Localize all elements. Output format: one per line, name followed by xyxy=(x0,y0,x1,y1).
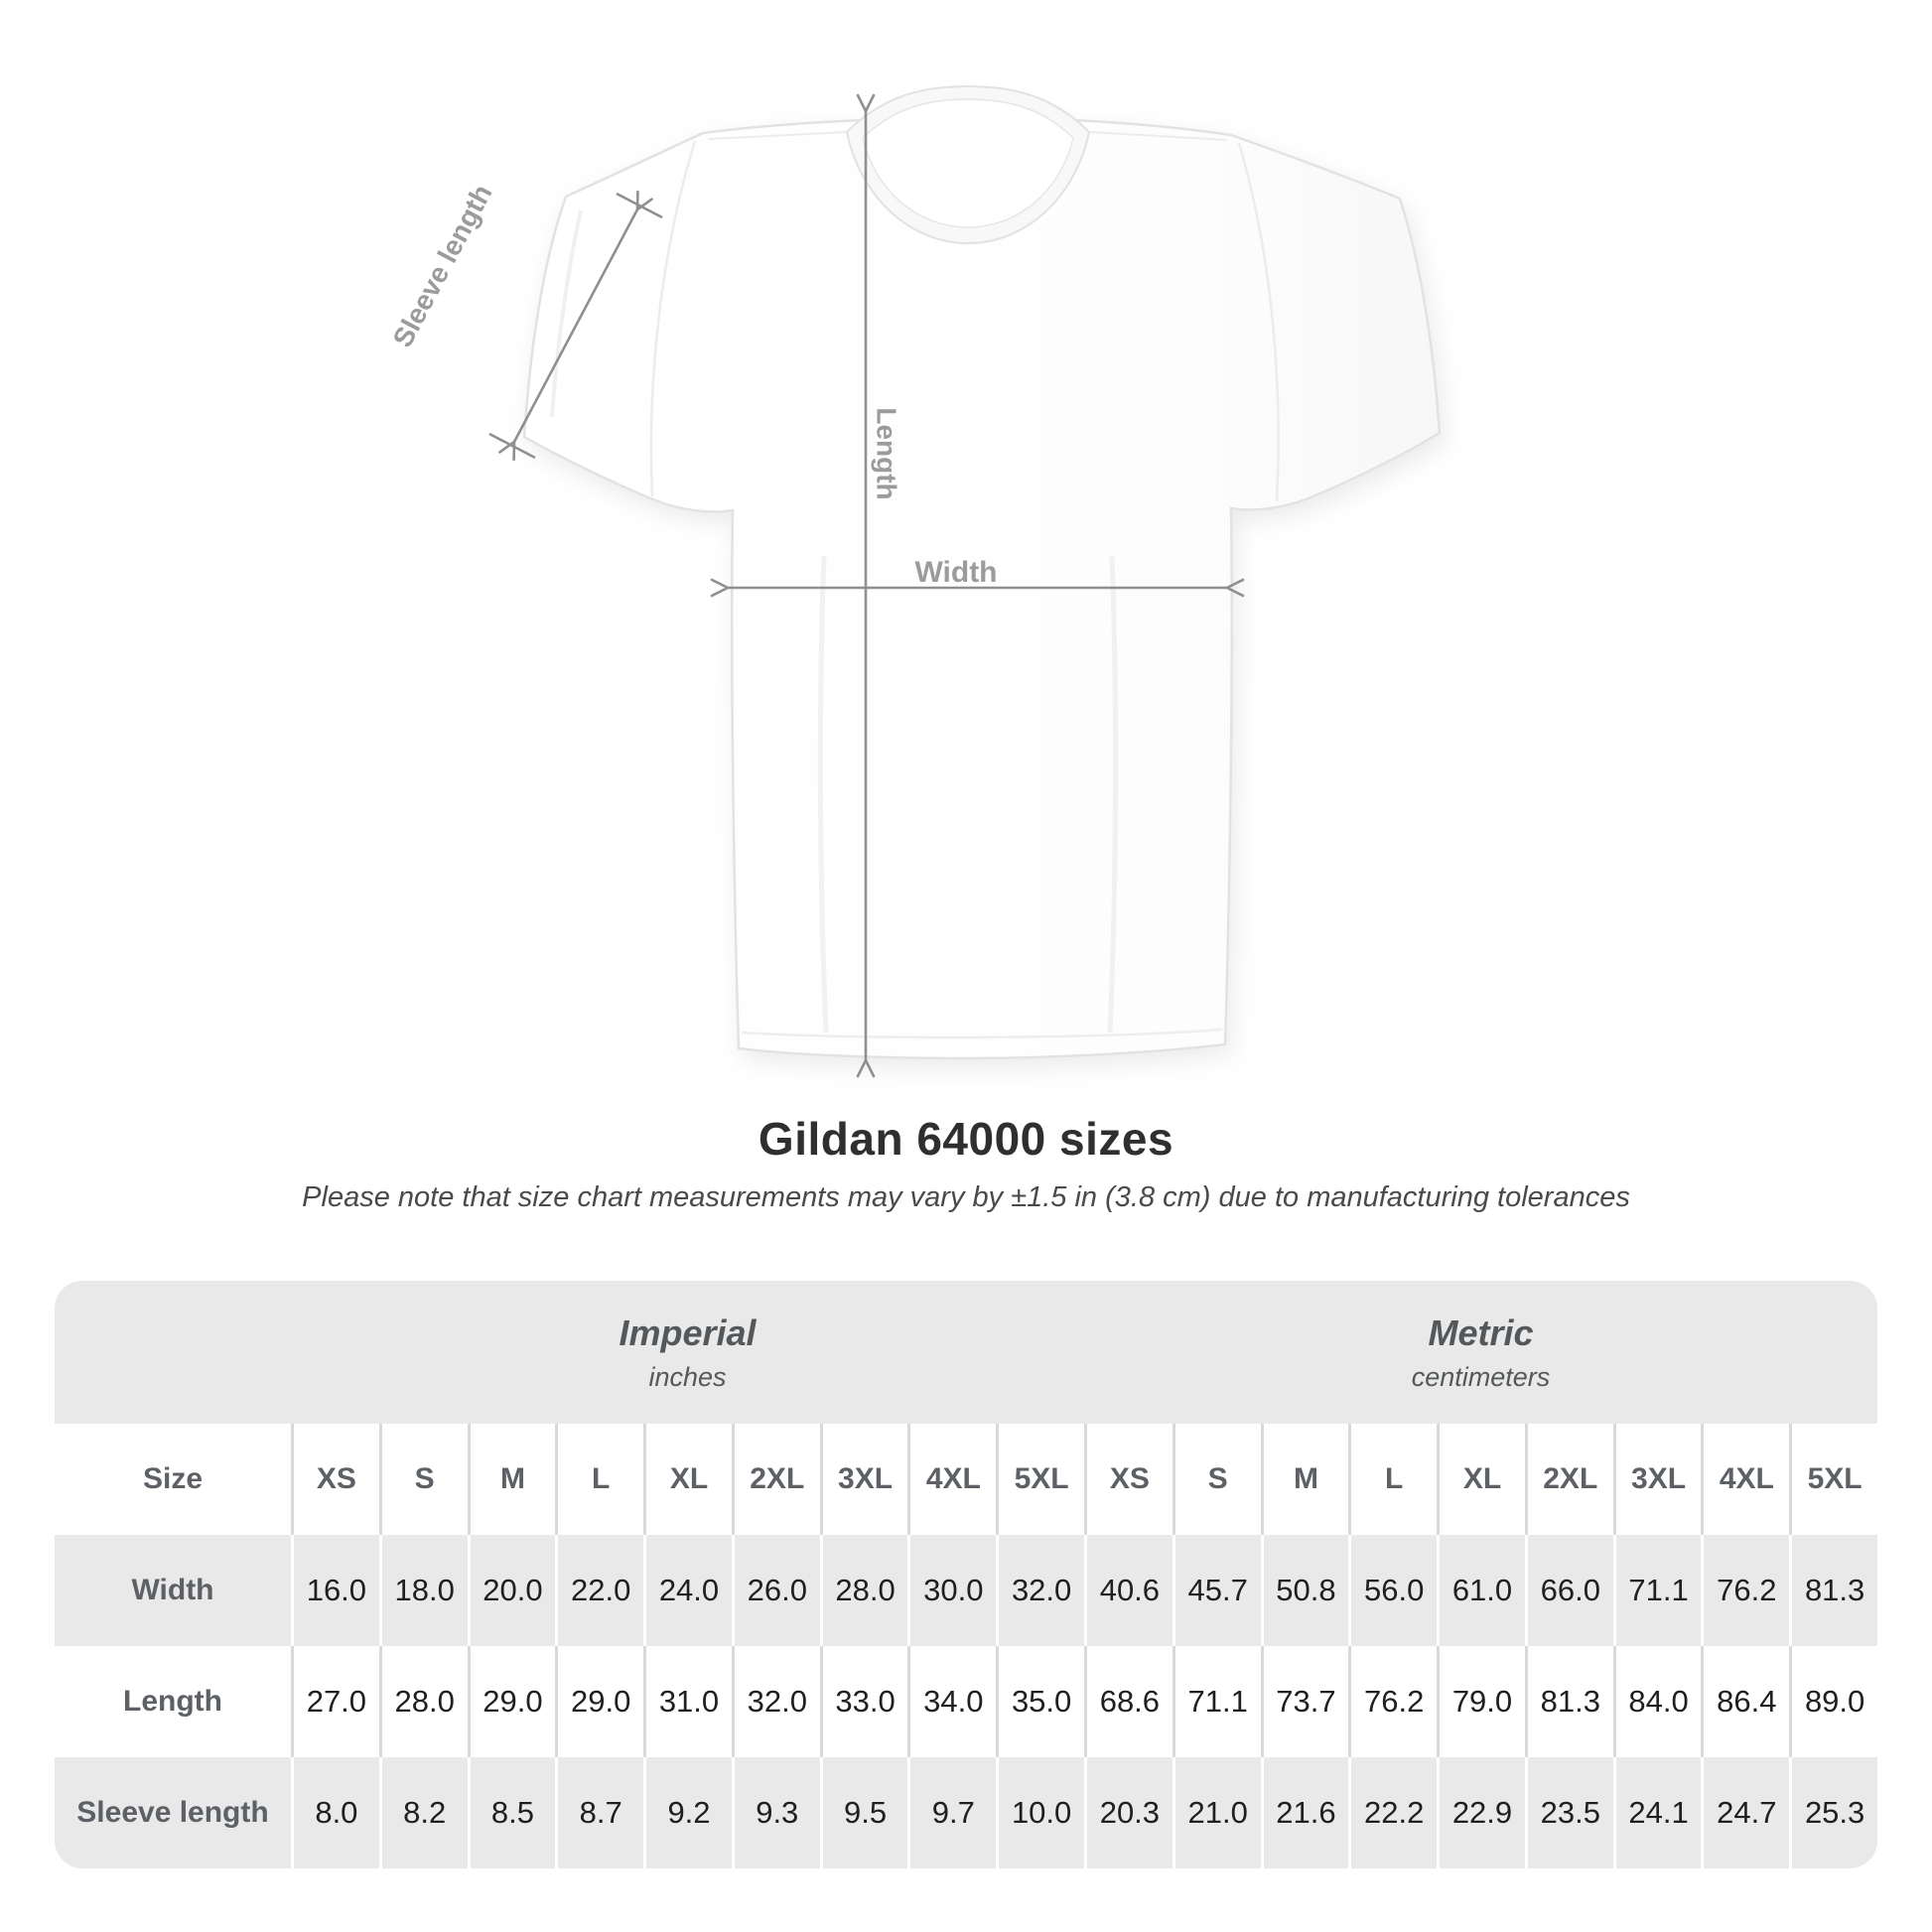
value-imperial: 9.7 xyxy=(907,1757,996,1868)
unit-band-row: Imperial inches Metric centimeters xyxy=(55,1281,1877,1424)
value-metric: 61.0 xyxy=(1437,1535,1525,1646)
table-row-sleeve: Sleeve length 8.0 8.2 8.5 8.7 9.2 9.3 9.5 9.7 10.… xyxy=(55,1757,1877,1868)
value-metric: 89.0 xyxy=(1789,1646,1877,1757)
value-metric: 24.1 xyxy=(1612,1757,1702,1868)
value-imperial: 10.0 xyxy=(996,1757,1084,1868)
value-metric: 56.0 xyxy=(1348,1535,1437,1646)
value-metric: 23.5 xyxy=(1524,1757,1613,1868)
size-column-label: Size xyxy=(142,1462,204,1495)
value-metric: 76.2 xyxy=(1701,1535,1789,1646)
size-head-imperial-2xl: 2XL xyxy=(731,1424,820,1535)
size-head-imperial-5xl: 5XL xyxy=(996,1424,1084,1535)
size-head-metric-3xl: 3XL xyxy=(1612,1424,1702,1535)
width-label: Width xyxy=(914,556,997,589)
size-head-metric-m: M xyxy=(1260,1424,1349,1535)
value-imperial: 32.0 xyxy=(996,1535,1084,1646)
value-imperial: 8.0 xyxy=(291,1757,379,1868)
value-metric: 68.6 xyxy=(1084,1646,1173,1757)
value-metric: 24.7 xyxy=(1701,1757,1789,1868)
page-title: Gildan 64000 sizes xyxy=(758,1113,1174,1165)
value-metric: 21.6 xyxy=(1260,1757,1349,1868)
value-imperial: 8.5 xyxy=(467,1757,556,1868)
value-imperial: 26.0 xyxy=(731,1535,820,1646)
imperial-group-header: Imperial inches xyxy=(291,1281,1084,1424)
value-metric: 25.3 xyxy=(1789,1757,1877,1868)
size-head-metric-4xl: 4XL xyxy=(1701,1424,1789,1535)
imperial-label: Imperial xyxy=(619,1311,757,1353)
value-metric: 20.3 xyxy=(1084,1757,1173,1868)
size-head-metric-2xl: 2XL xyxy=(1524,1424,1613,1535)
size-head-imperial-xl: XL xyxy=(643,1424,732,1535)
size-diagram: Sleeve length Length Width xyxy=(386,84,1442,1078)
value-metric: 22.2 xyxy=(1348,1757,1437,1868)
value-metric: 84.0 xyxy=(1612,1646,1702,1757)
size-head-imperial-3xl: 3XL xyxy=(819,1424,908,1535)
value-imperial: 18.0 xyxy=(378,1535,468,1646)
tolerance-note: Please note that size chart measurements… xyxy=(302,1181,1630,1213)
value-imperial: 28.0 xyxy=(378,1646,468,1757)
value-imperial: 9.3 xyxy=(731,1757,820,1868)
size-head-metric-xs: XS xyxy=(1084,1424,1173,1535)
value-imperial: 9.5 xyxy=(819,1757,908,1868)
size-head-metric-s: S xyxy=(1172,1424,1261,1535)
value-imperial: 8.2 xyxy=(378,1757,468,1868)
size-head-imperial-4xl: 4XL xyxy=(907,1424,996,1535)
value-imperial: 9.2 xyxy=(643,1757,732,1868)
value-metric: 79.0 xyxy=(1437,1646,1525,1757)
row-label: Sleeve length xyxy=(76,1796,269,1829)
value-imperial: 35.0 xyxy=(996,1646,1084,1757)
value-imperial: 16.0 xyxy=(291,1535,379,1646)
value-metric: 81.3 xyxy=(1789,1535,1877,1646)
size-header-row: Size XS S M L XL 2XL 3XL 4XL 5XL XS S M L XL 2XL 3XL 4XL 5… xyxy=(55,1424,1877,1535)
table-row-length: Length 27.0 28.0 29.0 29.0 31.0 32.0 33.0 34.0 35… xyxy=(55,1646,1877,1757)
value-imperial: 32.0 xyxy=(731,1646,820,1757)
value-imperial: 29.0 xyxy=(467,1646,556,1757)
value-metric: 73.7 xyxy=(1260,1646,1349,1757)
value-metric: 86.4 xyxy=(1701,1646,1789,1757)
size-head-imperial-m: M xyxy=(467,1424,556,1535)
size-head-metric-xl: XL xyxy=(1437,1424,1525,1535)
value-imperial: 27.0 xyxy=(291,1646,379,1757)
value-imperial: 30.0 xyxy=(907,1535,996,1646)
metric-unit: centimeters xyxy=(1411,1361,1551,1392)
value-metric: 66.0 xyxy=(1524,1535,1613,1646)
value-imperial: 20.0 xyxy=(467,1535,556,1646)
row-label: Length xyxy=(123,1685,222,1718)
row-label: Width xyxy=(131,1574,214,1606)
dimension-lines xyxy=(488,93,1245,1078)
size-head-metric-l: L xyxy=(1348,1424,1437,1535)
value-imperial: 29.0 xyxy=(555,1646,643,1757)
value-metric: 71.1 xyxy=(1612,1535,1702,1646)
size-head-imperial-xs: XS xyxy=(291,1424,379,1535)
table-row-width: Width 16.0 18.0 20.0 22.0 24.0 26.0 28.0 30.0 32.… xyxy=(55,1535,1877,1646)
size-head-imperial-s: S xyxy=(378,1424,468,1535)
metric-group-header: Metric centimeters xyxy=(1084,1281,1877,1424)
size-head-metric-5xl: 5XL xyxy=(1789,1424,1877,1535)
imperial-unit: inches xyxy=(648,1361,727,1392)
value-metric: 40.6 xyxy=(1084,1535,1173,1646)
sleeve-dimension-line xyxy=(498,190,653,462)
value-metric: 45.7 xyxy=(1172,1535,1261,1646)
value-metric: 50.8 xyxy=(1260,1535,1349,1646)
unit-band-corner xyxy=(55,1281,291,1424)
value-imperial: 33.0 xyxy=(819,1646,908,1757)
value-metric: 76.2 xyxy=(1348,1646,1437,1757)
sleeve-length-label: Sleeve length xyxy=(386,180,497,352)
length-label: Length xyxy=(872,407,902,499)
value-imperial: 31.0 xyxy=(643,1646,732,1757)
value-imperial: 8.7 xyxy=(555,1757,643,1868)
metric-label: Metric xyxy=(1428,1311,1534,1353)
value-metric: 21.0 xyxy=(1172,1757,1261,1868)
size-table: Imperial inches Metric centimeters Size X… xyxy=(55,1281,1877,1868)
value-imperial: 28.0 xyxy=(819,1535,908,1646)
value-imperial: 34.0 xyxy=(907,1646,996,1757)
value-metric: 22.9 xyxy=(1437,1757,1525,1868)
value-metric: 81.3 xyxy=(1524,1646,1613,1757)
value-imperial: 24.0 xyxy=(643,1535,732,1646)
value-metric: 71.1 xyxy=(1172,1646,1261,1757)
value-imperial: 22.0 xyxy=(555,1535,643,1646)
size-head-imperial-l: L xyxy=(555,1424,643,1535)
